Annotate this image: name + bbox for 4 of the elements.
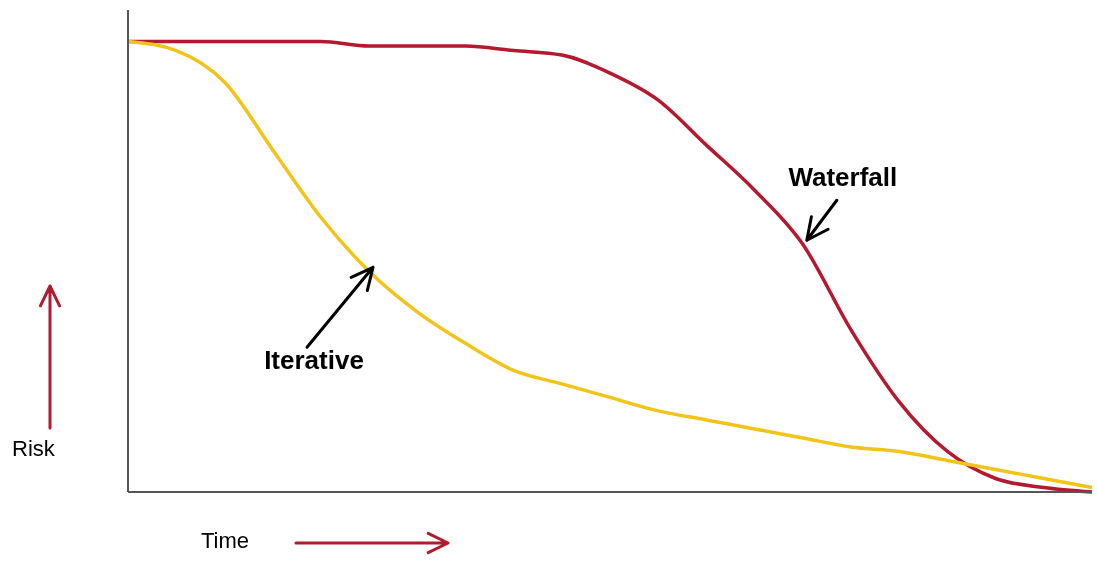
x-axis-title: Time [201,528,250,554]
series-label: Waterfall [788,162,898,193]
y-axis-title: Risk [12,436,55,462]
text: Iterative [264,345,364,376]
